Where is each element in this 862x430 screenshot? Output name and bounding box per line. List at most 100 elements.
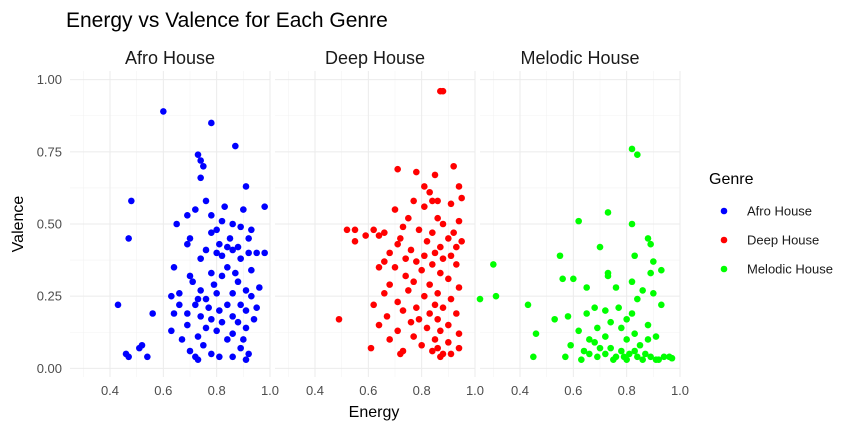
data-point — [125, 353, 132, 361]
data-point — [248, 226, 255, 234]
data-point — [407, 318, 415, 326]
data-point — [644, 321, 652, 329]
y-tick-label: 1.00 — [37, 72, 62, 87]
data-point — [658, 301, 665, 309]
data-point — [652, 333, 660, 340]
facet-label: Deep House — [325, 48, 425, 68]
data-point — [658, 266, 665, 274]
data-point — [639, 356, 646, 363]
data-point — [602, 350, 609, 358]
data-point — [583, 310, 590, 317]
data-point — [208, 315, 215, 323]
data-point — [634, 295, 641, 303]
data-point — [628, 310, 636, 317]
data-point — [426, 281, 433, 288]
data-point — [202, 197, 210, 205]
data-point — [197, 313, 204, 320]
data-point — [168, 292, 175, 300]
data-point — [114, 301, 122, 309]
legend-title: Genre — [709, 171, 754, 188]
data-point — [399, 307, 407, 314]
data-point — [447, 295, 455, 303]
data-point — [194, 333, 202, 340]
data-point — [194, 151, 202, 159]
data-point — [634, 151, 641, 159]
data-point — [562, 353, 569, 361]
data-point — [628, 278, 636, 286]
data-point — [445, 275, 452, 283]
data-point — [628, 145, 636, 153]
data-point — [490, 261, 497, 268]
data-point — [631, 347, 638, 355]
data-point — [650, 289, 657, 297]
data-point — [394, 298, 401, 306]
data-point — [423, 324, 431, 332]
data-point — [370, 301, 377, 309]
data-point — [594, 324, 601, 332]
data-point — [229, 289, 236, 297]
data-point — [447, 200, 455, 208]
data-point — [431, 171, 439, 179]
data-point — [397, 235, 404, 242]
data-point — [216, 240, 223, 248]
data-point — [578, 356, 585, 363]
data-point — [434, 197, 441, 205]
data-point — [224, 301, 231, 309]
data-point — [439, 220, 447, 228]
data-point — [197, 287, 204, 294]
data-point — [556, 252, 564, 260]
data-point — [434, 289, 441, 297]
data-point — [176, 289, 183, 297]
data-point — [623, 315, 630, 323]
x-tick-label: 0.8 — [208, 383, 226, 398]
data-point — [125, 235, 132, 242]
data-point — [213, 226, 220, 234]
data-point — [224, 264, 231, 271]
data-point — [144, 353, 151, 361]
data-point — [224, 243, 231, 251]
data-point — [202, 246, 210, 254]
facet-panel: Deep House 0.4 0.6 0.8 1.0 — [275, 48, 484, 398]
data-point — [559, 275, 566, 283]
data-point — [429, 347, 436, 355]
legend-label: Afro House — [747, 204, 812, 219]
data-point — [434, 344, 441, 352]
data-point — [210, 281, 218, 288]
data-point — [421, 203, 428, 210]
x-axis-title: Energy — [349, 404, 400, 421]
data-point — [245, 249, 252, 257]
data-point — [437, 327, 444, 335]
data-point — [596, 344, 604, 352]
data-point — [245, 235, 252, 242]
data-point — [570, 275, 577, 283]
data-point — [612, 284, 620, 291]
data-point — [575, 217, 582, 225]
data-point — [218, 272, 226, 280]
data-point — [197, 255, 204, 262]
data-point — [178, 336, 186, 343]
data-point — [208, 269, 215, 277]
data-point — [434, 214, 441, 222]
data-point — [415, 315, 423, 323]
data-point — [394, 240, 401, 248]
data-point — [453, 310, 460, 317]
data-point — [170, 264, 178, 271]
data-point — [253, 249, 260, 257]
facet-label: Afro House — [125, 48, 215, 68]
data-point — [216, 353, 223, 361]
data-point — [615, 304, 622, 312]
data-point — [429, 229, 436, 236]
data-point — [391, 206, 399, 213]
data-point — [184, 310, 191, 317]
data-point — [631, 252, 638, 260]
data-point — [245, 350, 252, 358]
data-point — [160, 108, 167, 115]
data-point — [176, 301, 183, 309]
data-point — [415, 226, 423, 234]
data-point — [410, 278, 417, 286]
data-point — [391, 264, 399, 271]
data-point — [410, 333, 417, 340]
data-point — [242, 183, 250, 190]
x-tick-label: 0.6 — [154, 383, 172, 398]
data-point — [530, 353, 537, 361]
